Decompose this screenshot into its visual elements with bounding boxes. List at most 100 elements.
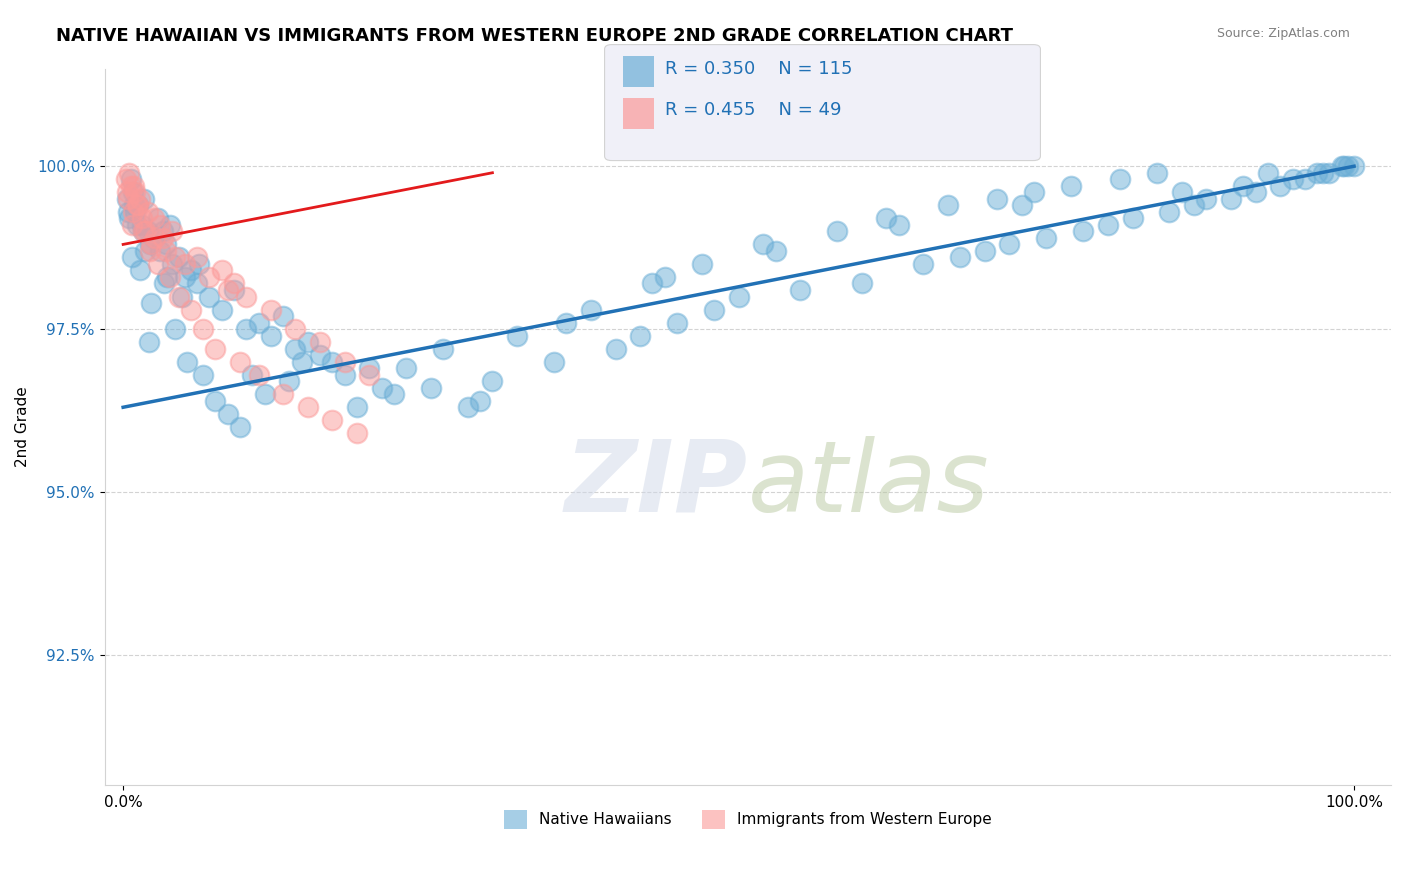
Native Hawaiians [1146,166,1168,180]
Native Hawaiians [297,335,319,350]
Native Hawaiians [1319,166,1341,180]
Immigrants from Western Europe [321,413,343,427]
Native Hawaiians [309,348,332,362]
Native Hawaiians [229,419,252,434]
Immigrants from Western Europe [118,166,141,180]
Immigrants from Western Europe [186,251,208,265]
Native Hawaiians [1011,198,1033,212]
Native Hawaiians [765,244,787,258]
Native Hawaiians [136,224,159,238]
Native Hawaiians [1060,178,1083,193]
Text: Source: ZipAtlas.com: Source: ZipAtlas.com [1216,27,1350,40]
Native Hawaiians [155,237,177,252]
Native Hawaiians [346,401,368,415]
Immigrants from Western Europe [124,186,146,200]
Native Hawaiians [690,257,713,271]
Native Hawaiians [1195,192,1218,206]
Native Hawaiians [162,257,184,271]
Native Hawaiians [936,198,959,212]
Native Hawaiians [875,211,897,226]
Immigrants from Western Europe [136,204,159,219]
Native Hawaiians [173,270,195,285]
Native Hawaiians [115,192,138,206]
Immigrants from Western Europe [127,198,149,212]
Native Hawaiians [654,270,676,285]
Immigrants from Western Europe [163,251,186,265]
Text: NATIVE HAWAIIAN VS IMMIGRANTS FROM WESTERN EUROPE 2ND GRADE CORRELATION CHART: NATIVE HAWAIIAN VS IMMIGRANTS FROM WESTE… [56,27,1014,45]
Native Hawaiians [998,237,1021,252]
Native Hawaiians [271,309,294,323]
Immigrants from Western Europe [247,368,270,382]
Immigrants from Western Europe [297,401,319,415]
Native Hawaiians [141,296,163,310]
Native Hawaiians [129,263,152,277]
Native Hawaiians [481,374,503,388]
Native Hawaiians [284,342,307,356]
Native Hawaiians [122,198,145,212]
Native Hawaiians [1330,159,1353,173]
Native Hawaiians [949,251,972,265]
Native Hawaiians [253,387,276,401]
Native Hawaiians [321,354,343,368]
Immigrants from Western Europe [191,322,214,336]
Native Hawaiians [186,277,208,291]
Native Hawaiians [1294,172,1316,186]
Native Hawaiians [163,322,186,336]
Native Hawaiians [395,361,418,376]
Native Hawaiians [260,328,283,343]
Native Hawaiians [127,198,149,212]
Native Hawaiians [579,302,602,317]
Native Hawaiians [247,316,270,330]
Native Hawaiians [457,401,479,415]
Native Hawaiians [752,237,775,252]
Native Hawaiians [1035,231,1057,245]
Native Hawaiians [370,381,392,395]
Immigrants from Western Europe [146,257,169,271]
Native Hawaiians [1022,186,1045,200]
Immigrants from Western Europe [122,178,145,193]
Native Hawaiians [176,354,198,368]
Immigrants from Western Europe [125,198,148,212]
Immigrants from Western Europe [159,270,181,285]
Text: R = 0.455    N = 49: R = 0.455 N = 49 [665,101,842,119]
Native Hawaiians [278,374,301,388]
Immigrants from Western Europe [284,322,307,336]
Native Hawaiians [432,342,454,356]
Text: R = 0.350    N = 115: R = 0.350 N = 115 [665,60,852,78]
Immigrants from Western Europe [152,231,174,245]
Native Hawaiians [235,322,257,336]
Native Hawaiians [727,289,749,303]
Native Hawaiians [1337,159,1360,173]
Native Hawaiians [139,237,162,252]
Native Hawaiians [1071,224,1094,238]
Native Hawaiians [138,335,160,350]
Native Hawaiians [159,218,181,232]
Native Hawaiians [134,244,156,258]
Native Hawaiians [851,277,873,291]
Native Hawaiians [506,328,529,343]
Native Hawaiians [666,316,689,330]
Immigrants from Western Europe [271,387,294,401]
Native Hawaiians [986,192,1008,206]
Native Hawaiians [291,354,314,368]
Native Hawaiians [125,218,148,232]
Text: ZIP: ZIP [565,435,748,533]
Native Hawaiians [152,277,174,291]
Immigrants from Western Europe [134,224,156,238]
Immigrants from Western Europe [121,218,143,232]
Immigrants from Western Europe [235,289,257,303]
Native Hawaiians [555,316,578,330]
Native Hawaiians [121,251,143,265]
Native Hawaiians [1281,172,1303,186]
Native Hawaiians [1109,172,1132,186]
Native Hawaiians [628,328,651,343]
Immigrants from Western Europe [120,178,142,193]
Immigrants from Western Europe [141,237,163,252]
Native Hawaiians [180,263,202,277]
Native Hawaiians [1121,211,1143,226]
Native Hawaiians [1182,198,1205,212]
Native Hawaiians [146,211,169,226]
Native Hawaiians [211,302,233,317]
Native Hawaiians [217,407,239,421]
Native Hawaiians [117,204,139,219]
